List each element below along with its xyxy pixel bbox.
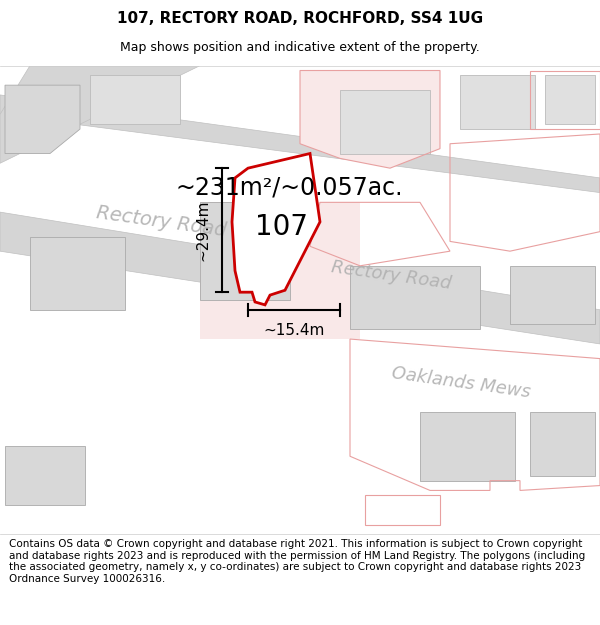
Bar bbox=[200, 202, 290, 300]
Text: Rectory Road: Rectory Road bbox=[95, 203, 227, 241]
Text: Oaklands Mews: Oaklands Mews bbox=[390, 364, 531, 402]
Bar bbox=[510, 266, 595, 324]
Polygon shape bbox=[0, 212, 600, 344]
Bar bbox=[350, 266, 480, 329]
Text: 107: 107 bbox=[256, 213, 308, 241]
Bar bbox=[530, 412, 595, 476]
Bar bbox=[420, 412, 515, 481]
Polygon shape bbox=[200, 202, 360, 339]
Bar bbox=[30, 236, 125, 310]
Text: 107, RECTORY ROAD, ROCHFORD, SS4 1UG: 107, RECTORY ROAD, ROCHFORD, SS4 1UG bbox=[117, 11, 483, 26]
Text: Map shows position and indicative extent of the property.: Map shows position and indicative extent… bbox=[120, 41, 480, 54]
Polygon shape bbox=[0, 66, 200, 163]
Bar bbox=[460, 76, 535, 129]
Polygon shape bbox=[5, 85, 80, 154]
Bar bbox=[545, 76, 595, 124]
Text: Rectory Road: Rectory Road bbox=[330, 258, 452, 293]
Text: ~231m²/~0.057ac.: ~231m²/~0.057ac. bbox=[175, 176, 403, 200]
Bar bbox=[90, 76, 180, 124]
Text: ~29.4m: ~29.4m bbox=[195, 199, 210, 261]
Bar bbox=[5, 446, 85, 505]
Polygon shape bbox=[0, 95, 600, 192]
Polygon shape bbox=[232, 154, 320, 305]
Polygon shape bbox=[300, 71, 440, 168]
Bar bbox=[340, 90, 430, 154]
Text: Contains OS data © Crown copyright and database right 2021. This information is : Contains OS data © Crown copyright and d… bbox=[9, 539, 585, 584]
Text: ~15.4m: ~15.4m bbox=[263, 324, 325, 339]
